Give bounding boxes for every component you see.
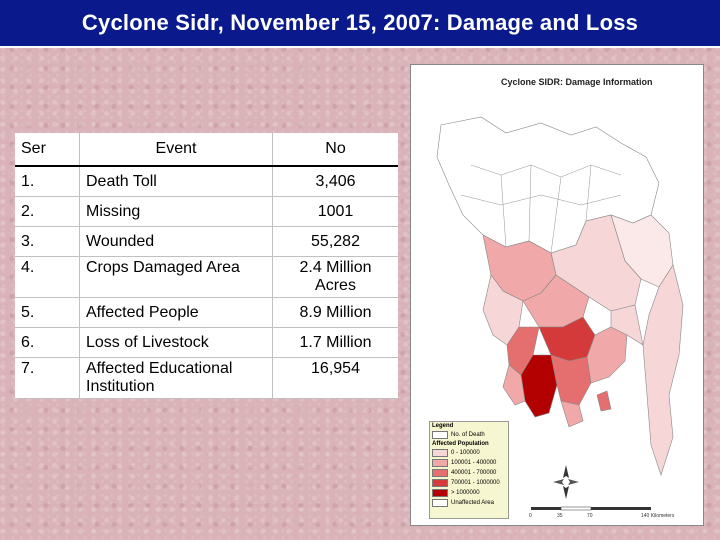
- scale-tick-0: 0: [529, 513, 532, 519]
- legend-swatch-icon: [432, 499, 448, 507]
- north-arrow-icon: [553, 465, 579, 499]
- row-event: Affected People: [79, 297, 273, 328]
- row-event: Loss of Livestock: [79, 327, 273, 358]
- slide-title: Cyclone Sidr, November 15, 2007: Damage …: [0, 0, 720, 48]
- legend-class-label: 400001 - 700000: [451, 470, 497, 476]
- table-row: 3. Wounded 55,282: [15, 226, 398, 257]
- damage-map: Cyclone SIDR: Damage Information: [410, 64, 704, 526]
- row-value: 3,406: [272, 166, 398, 197]
- legend-title: Legend: [432, 423, 454, 429]
- bangladesh-map-image: [436, 116, 684, 476]
- legend-population-title: Affected Population: [432, 441, 489, 447]
- legend-class-row: 700001 - 1000000: [430, 478, 508, 488]
- row-event: Affected Educational Institution: [79, 357, 273, 399]
- legend-class-row: Unaffected Area: [430, 498, 508, 508]
- row-ser: 5.: [15, 297, 80, 328]
- row-value: 1.7 Million: [272, 327, 398, 358]
- row-ser: 1.: [15, 166, 80, 197]
- scale-tick-35: 35: [557, 513, 563, 519]
- legend-death-box-icon: [432, 431, 448, 439]
- scale-bar: [531, 506, 651, 511]
- header-ser: Ser: [15, 133, 80, 167]
- row-event: Death Toll: [79, 166, 273, 197]
- map-title: Cyclone SIDR: Damage Information: [501, 77, 653, 87]
- legend-deaths: No. of Death: [430, 430, 508, 440]
- table-row: 4. Crops Damaged Area 2.4 Million Acres: [15, 256, 398, 298]
- row-event: Crops Damaged Area: [79, 256, 273, 298]
- row-value: 1001: [272, 196, 398, 227]
- legend-swatch-icon: [432, 469, 448, 477]
- row-event: Missing: [79, 196, 273, 227]
- legend-class-row: 400001 - 700000: [430, 468, 508, 478]
- legend-class-row: 100001 - 400000: [430, 458, 508, 468]
- header-no: No: [272, 133, 398, 167]
- row-value: 2.4 Million Acres: [272, 256, 398, 298]
- table-row: 7. Affected Educational Institution 16,9…: [15, 357, 398, 399]
- legend-swatch-icon: [432, 459, 448, 467]
- row-ser: 6.: [15, 327, 80, 358]
- legend-class-label: > 1000000: [451, 490, 480, 496]
- map-legend: Legend No. of Death Affected Population …: [429, 421, 509, 519]
- legend-swatch-icon: [432, 479, 448, 487]
- table-header-row: Ser Event No: [15, 133, 398, 167]
- damage-table: Ser Event No 1. Death Toll 3,406 2. Miss…: [15, 133, 398, 399]
- legend-swatch-icon: [432, 489, 448, 497]
- legend-class-row: > 1000000: [430, 488, 508, 498]
- scale-tick-70: 70: [587, 513, 593, 519]
- row-ser: 7.: [15, 357, 80, 399]
- legend-classes: 0 - 100000 100001 - 400000 400001 - 700000…: [430, 448, 508, 508]
- legend-class-label: 700001 - 1000000: [451, 480, 500, 486]
- table-row: 6. Loss of Livestock 1.7 Million: [15, 327, 398, 358]
- table-row: 5. Affected People 8.9 Million: [15, 297, 398, 328]
- row-ser: 3.: [15, 226, 80, 257]
- row-ser: 2.: [15, 196, 80, 227]
- row-event: Wounded: [79, 226, 273, 257]
- legend-class-label: 100001 - 400000: [451, 460, 497, 466]
- legend-class-label: 0 - 100000: [451, 450, 480, 456]
- row-value: 8.9 Million: [272, 297, 398, 328]
- legend-swatch-icon: [432, 449, 448, 457]
- row-value: 16,954: [272, 357, 398, 399]
- table-row: 1. Death Toll 3,406: [15, 166, 398, 197]
- row-ser: 4.: [15, 256, 80, 298]
- row-value: 55,282: [272, 226, 398, 257]
- scale-unit: 140 Kilometers: [641, 513, 675, 519]
- legend-class-label: Unaffected Area: [451, 500, 494, 506]
- legend-deaths-label: No. of Death: [451, 432, 485, 438]
- table-row: 2. Missing 1001: [15, 196, 398, 227]
- header-event: Event: [79, 133, 273, 167]
- legend-class-row: 0 - 100000: [430, 448, 508, 458]
